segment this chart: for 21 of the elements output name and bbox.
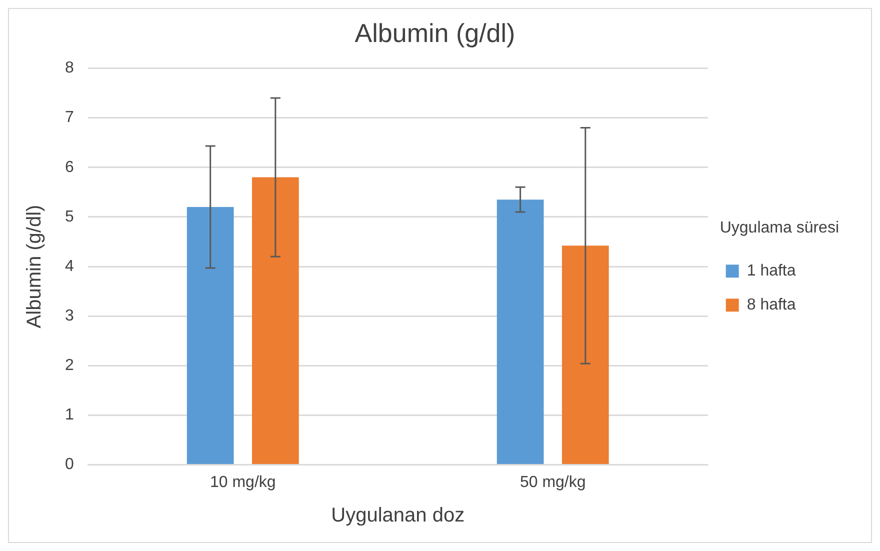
y-tick-label: 3 — [64, 307, 74, 324]
bar — [496, 200, 544, 464]
chart-title: Albumin (g/dl) — [354, 18, 516, 48]
x-axis-title: Uygulanan doz — [331, 504, 465, 527]
y-tick-label: 2 — [64, 357, 74, 374]
y-tick-label: 4 — [64, 258, 74, 275]
y-axis-title: Albumin (g/dl) — [24, 204, 46, 328]
y-tick-label: 5 — [64, 208, 74, 226]
bar — [186, 207, 234, 464]
x-tick-label: 10 mg/kg — [210, 474, 276, 491]
bar — [252, 177, 299, 464]
y-tick-label: 6 — [64, 158, 74, 176]
y-tick-label: 8 — [64, 60, 74, 77]
y-tick-label: 0 — [64, 456, 74, 474]
legend-label: 8 hafta — [746, 296, 796, 314]
bar — [562, 246, 609, 464]
y-tick-label: 7 — [64, 109, 74, 126]
y-tick-label: 1 — [64, 406, 74, 424]
legend-label: 1 hafta — [746, 262, 796, 280]
legend-title: Uygulama süresi — [720, 219, 839, 236]
x-tick-label: 50 mg/kg — [520, 474, 586, 491]
